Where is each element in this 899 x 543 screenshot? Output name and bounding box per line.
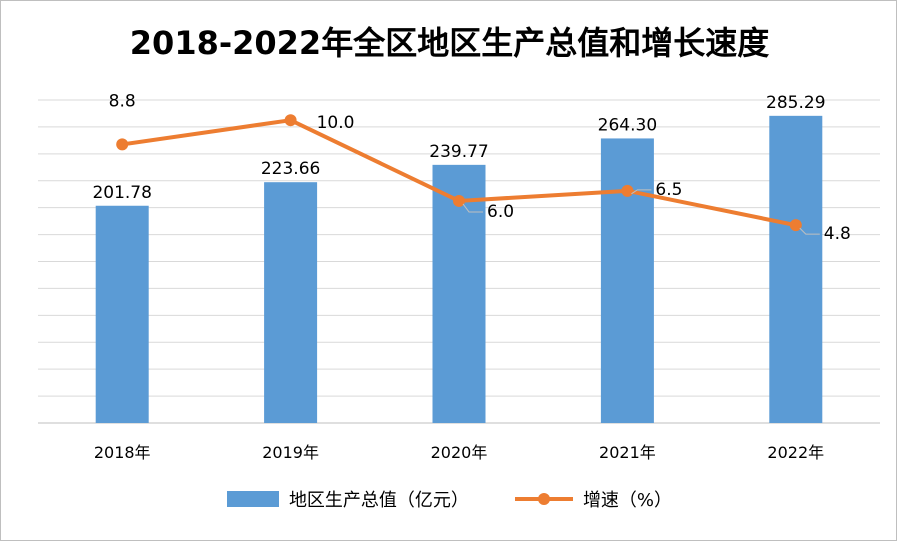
growth-label-0: 8.8 [109, 91, 136, 111]
bar-2 [432, 164, 486, 423]
x-tick-0: 2018年 [94, 443, 151, 462]
bar-3 [600, 138, 654, 423]
bar-label-0: 201.78 [92, 183, 151, 203]
x-tick-4: 2022年 [767, 443, 824, 462]
growth-label-2: 6.0 [487, 202, 514, 222]
chart-title: 2018-2022年全区地区生产总值和增长速度 [129, 24, 770, 62]
growth-label-3: 6.5 [655, 180, 682, 200]
growth-label-4: 4.8 [824, 224, 851, 244]
bar-label-4: 285.29 [766, 93, 825, 113]
legend: 地区生产总值（亿元） 增速（%） [0, 486, 899, 512]
bar-0 [95, 205, 149, 423]
legend-item-gdp: 地区生产总值（亿元） [226, 486, 469, 512]
growth-point-0 [116, 138, 129, 151]
bar-series: 201.78 223.66 239.77 264.30 285.29 [92, 93, 826, 423]
growth-point-3 [621, 184, 634, 197]
bar-label-2: 239.77 [429, 142, 488, 162]
bar-label-3: 264.30 [598, 115, 657, 135]
growth-point-1 [284, 114, 297, 127]
x-tick-2: 2020年 [431, 443, 488, 462]
growth-point-4 [789, 219, 802, 232]
bar-4 [769, 115, 823, 423]
legend-item-growth: 增速（%） [514, 486, 673, 512]
x-tick-3: 2021年 [599, 443, 656, 462]
leader-line-3 [631, 189, 652, 195]
growth-label-1: 10.0 [317, 113, 355, 133]
bar-1 [264, 182, 318, 423]
bar-label-1: 223.66 [261, 159, 320, 179]
leader-line-2 [462, 203, 483, 213]
legend-label-growth: 增速（%） [582, 490, 673, 511]
growth-point-2 [453, 194, 465, 207]
x-tick-1: 2019年 [262, 443, 319, 462]
legend-swatch-line [514, 491, 573, 507]
legend-label-gdp: 地区生产总值（亿元） [288, 490, 469, 511]
x-axis-ticks: 2018年 2019年 2020年 2021年 2022年 [94, 443, 824, 462]
line-series: 8.8 10.0 6.0 6.5 4.8 [109, 91, 851, 244]
legend-swatch-bar [226, 491, 279, 507]
leader-line-4 [799, 227, 820, 235]
